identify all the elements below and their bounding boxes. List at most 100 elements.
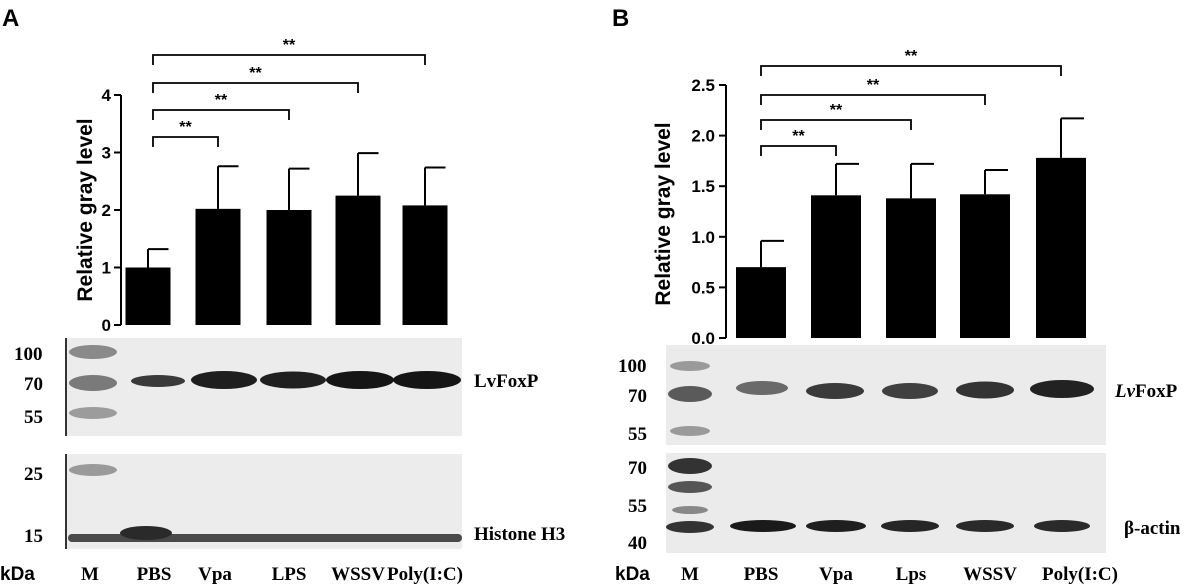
significance-bracket [760,145,837,156]
blot-a-bottom-protein: Histone H3 [474,524,565,545]
blot-b-marker-label: 100 [618,356,647,377]
blot-a-marker-label: 100 [14,344,43,365]
panel-b-letter: B [612,5,629,32]
blot-a-marker-label: 25 [24,464,43,485]
significance-bracket [152,136,219,147]
kda-label: kDa [615,564,650,585]
blot-a-vpa-band [191,371,257,389]
bar-WSSV [960,194,1010,338]
blot-a-top-protein: LvFoxP [474,371,539,392]
blot-b-marker-label: 70 [628,386,647,407]
significance-bracket [152,54,426,65]
blot-b-marker-label: 40 [628,533,647,554]
blot-b-vpa-band [806,383,864,399]
lane-label: WSSV [963,564,1017,585]
panel-a-bar-chart: Relative gray level 0 1 2 3 4 ** ** ** ** [74,37,448,335]
bar-PBS [125,267,171,325]
significance-label: ** [905,48,918,65]
lane-label: Lps [896,564,927,585]
blot-a-pbs-band [120,526,172,540]
panel-b-blot-bottom: 70 55 40 β-actin [628,453,1181,554]
lane-label: WSSV [331,564,385,585]
significance-bracket [152,82,359,93]
significance-label: ** [867,77,880,94]
lane-label: Vpa [198,564,232,585]
significance-label: ** [283,37,296,54]
panel-a: A Relative gray level 0 1 2 3 4 ** ** ** ** 100… [0,5,565,585]
y-tick-label: 2.5 [691,76,715,95]
lane-label: M [81,564,99,585]
blot-b-wssv-band [956,520,1014,532]
y-tick-label: 4 [102,86,112,105]
panel-a-y-axis-label: Relative gray level [74,118,97,301]
panel-a-bars [125,152,448,325]
blot-a-marker-label: 55 [24,407,43,428]
blot-b-lps-band [882,383,938,399]
blot-a-wssv-band [326,371,394,389]
blot-b-marker-band [668,386,712,402]
y-tick-label: 1.5 [691,177,715,196]
significance-label: ** [249,65,262,82]
panel-b-lane-labels: kDa M PBS Vpa Lps WSSV Poly(I:C) [615,564,1118,585]
kda-label: kDa [0,564,35,585]
bar-Vpa [195,208,241,325]
blot-b-lps-band [881,520,939,532]
blot-b-polyic-band [1030,380,1094,398]
bar-WSSV [335,195,381,325]
blot-b-marker-band [670,361,710,371]
bar-Vpa [811,195,861,338]
blot-a-top-membrane [66,338,462,436]
y-tick-label: 2 [102,201,111,220]
lane-label: Vpa [819,564,853,585]
panel-b-bar-chart: Relative gray level 0.0 0.5 1.0 1.5 2.0 2.5 *… [652,48,1086,348]
blot-a-marker-label: 15 [24,526,43,547]
significance-label: ** [215,92,228,109]
blot-a-marker-band [69,407,117,419]
blot-a-marker-band [69,464,117,476]
blot-b-top-protein: LvFoxP [1114,381,1178,402]
significance-bracket [152,109,290,120]
panel-a-letter: A [2,5,19,32]
blot-a-marker-band [69,375,117,391]
bar-LPS [266,210,312,325]
panel-b-y-axis-label: Relative gray level [652,122,675,305]
blot-a-pbs-band [131,375,185,387]
lane-label: Poly(I:C) [387,564,463,585]
significance-label: ** [792,128,805,145]
blot-b-vpa-band [806,520,866,532]
y-tick-label: 2.0 [691,127,715,146]
panel-b-blot-top: 100 70 55 LvFoxP [618,345,1178,445]
blot-b-marker-band [668,481,712,493]
panel-b: B Relative gray level 0.0 0.5 1.0 1.5 2.0 2.5… [612,5,1181,585]
panel-a-blot-bottom: 25 15 Histone H3 [24,454,565,549]
significance-label: ** [830,102,843,119]
blot-a-lps-band [260,371,326,389]
panel-a-significance: ** ** ** ** [152,37,426,147]
lane-label: PBS [137,564,172,585]
significance-bracket [760,119,912,130]
significance-bracket [760,65,1062,76]
blot-b-marker-band [666,521,714,533]
bar-PBS [736,267,786,338]
panel-a-y-ticks: 0 1 2 3 4 [102,86,121,335]
y-tick-label: 1 [102,259,111,278]
blot-a-marker-band [69,345,117,359]
panel-b-significance: ** ** ** ** [760,48,1062,156]
blot-b-marker-label: 55 [628,424,647,445]
y-tick-label: 0 [102,316,111,335]
bar-Poly(I:C) [402,205,448,325]
significance-label: ** [179,119,192,136]
blot-a-marker-label: 70 [24,374,43,395]
blot-a-polyic-band [393,371,461,389]
lane-label: LPS [272,564,307,585]
blot-b-bottom-protein: β-actin [1124,518,1181,539]
bar-Lps [886,198,936,338]
significance-bracket [760,94,986,105]
panel-a-lane-labels: kDa M PBS Vpa LPS WSSV Poly(I:C) [0,564,463,585]
blot-b-marker-label: 55 [628,496,647,517]
bar-Poly(I:C) [1036,157,1086,338]
y-tick-label: 0.0 [691,329,715,348]
blot-b-marker-band [672,506,708,514]
blot-b-marker-band [670,426,710,436]
